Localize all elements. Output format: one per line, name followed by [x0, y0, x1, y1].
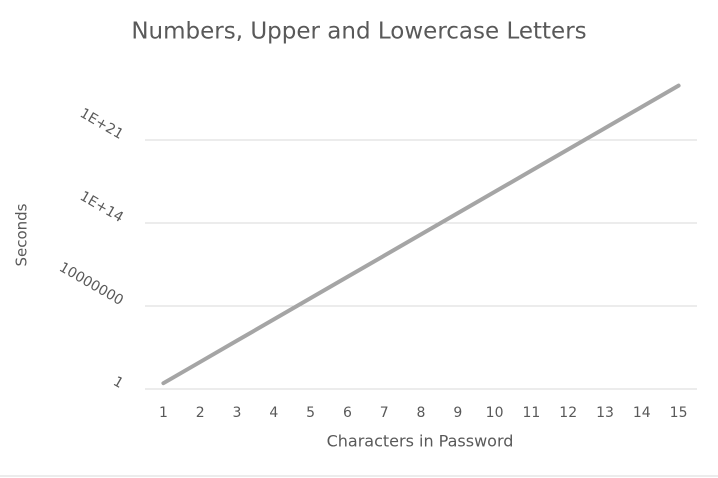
x-tick-label: 11	[522, 405, 540, 421]
x-tick-label: 14	[633, 405, 651, 421]
x-tick-label: 4	[269, 405, 278, 421]
x-tick-label: 2	[196, 405, 205, 421]
x-tick-label: 10	[486, 405, 504, 421]
x-tick-label: 13	[596, 405, 614, 421]
x-tick-label: 15	[670, 405, 688, 421]
y-axis-title: Seconds	[13, 203, 31, 266]
x-tick-label: 7	[380, 405, 389, 421]
x-tick-label: 3	[233, 405, 242, 421]
x-tick-label: 9	[453, 405, 462, 421]
x-tick-label: 5	[306, 405, 315, 421]
x-axis-title: Characters in Password	[327, 432, 514, 451]
x-tick-label: 1	[159, 405, 168, 421]
x-tick-label: 12	[559, 405, 577, 421]
x-tick-label: 6	[343, 405, 352, 421]
x-tick-label: 8	[417, 405, 426, 421]
chart-title: Numbers, Upper and Lowercase Letters	[131, 19, 586, 45]
data-line	[161, 83, 681, 386]
